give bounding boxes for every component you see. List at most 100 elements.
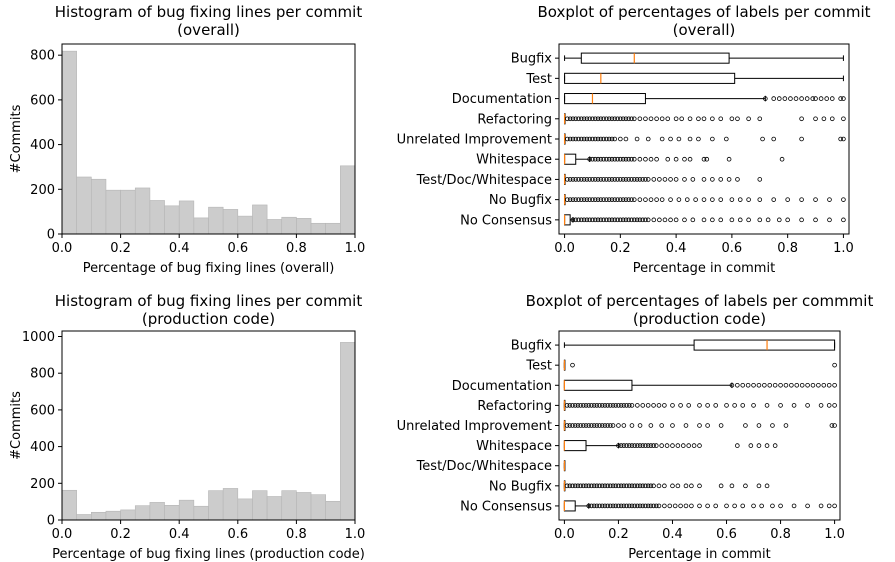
outlier-point xyxy=(601,197,606,202)
outlier-point xyxy=(604,156,609,162)
histogram-bar xyxy=(120,189,136,235)
outlier-point xyxy=(771,197,777,202)
outlier-point xyxy=(668,136,673,142)
outlier-point xyxy=(701,116,707,122)
outlier-point xyxy=(829,116,835,122)
outlier-point xyxy=(594,403,600,408)
outlier-point xyxy=(805,403,810,408)
outlier-point xyxy=(587,136,592,142)
category-label: Test/Doc/Whitespace xyxy=(416,459,552,474)
y-tick-label: 200 xyxy=(30,183,55,198)
outlier-point xyxy=(581,116,587,122)
outlier-point xyxy=(624,503,629,509)
outlier-point xyxy=(751,382,756,388)
outlier-point xyxy=(648,443,654,448)
outlier-point xyxy=(635,503,640,509)
outlier-point xyxy=(724,136,729,142)
category-label: Whitespace xyxy=(476,439,552,454)
outlier-point xyxy=(697,443,702,448)
outlier-point xyxy=(676,197,682,202)
outlier-point xyxy=(829,96,835,101)
histogram-bar xyxy=(164,505,180,521)
outlier-point xyxy=(594,483,600,489)
category-label: Refactoring xyxy=(477,112,552,127)
outlier-point xyxy=(690,177,696,182)
outlier-point xyxy=(587,197,592,202)
outlier-point xyxy=(841,116,846,122)
outlier-point xyxy=(729,382,735,388)
outlier-point xyxy=(651,503,656,509)
outlier-point xyxy=(618,403,624,408)
outlier-point xyxy=(718,197,724,202)
outlier-point xyxy=(668,217,673,223)
outlier-point xyxy=(680,443,686,448)
chart-title-line-2: (overall) xyxy=(177,21,240,39)
outlier-point xyxy=(818,403,824,408)
chart-title-line-1: Boxplot of percentages of labels per com… xyxy=(537,3,870,21)
histogram-bar xyxy=(222,488,239,521)
outlier-point xyxy=(737,197,743,202)
outlier-point xyxy=(599,483,605,489)
outlier-point xyxy=(832,423,837,428)
histogram-bar xyxy=(222,209,239,235)
outlier-point xyxy=(570,362,575,368)
histogram-bar xyxy=(310,494,326,521)
outlier-point xyxy=(668,177,673,182)
x-tick-label: 0.8 xyxy=(777,241,798,256)
category-label: Refactoring xyxy=(477,399,552,414)
outlier-point xyxy=(691,443,697,448)
outlier-point xyxy=(635,403,640,408)
iqr-box xyxy=(580,52,730,64)
outlier-point xyxy=(648,503,654,509)
outlier-point xyxy=(645,136,651,142)
outlier-point xyxy=(591,483,597,489)
outlier-point xyxy=(591,423,597,428)
outlier-point xyxy=(631,177,637,182)
x-tick-label: 0.4 xyxy=(662,527,683,542)
outlier-point xyxy=(590,136,595,142)
outlier-point xyxy=(659,116,665,122)
outlier-point xyxy=(724,503,729,509)
outlier-point xyxy=(573,217,579,223)
histogram-overall: Histogram of bug fixing lines per commit… xyxy=(9,3,365,276)
outlier-point xyxy=(567,483,573,489)
x-tick-label: 0.8 xyxy=(286,527,307,542)
outlier-point xyxy=(648,116,654,122)
outlier-point xyxy=(608,503,613,509)
outlier-point xyxy=(724,403,729,408)
outlier-point xyxy=(572,423,578,428)
outlier-point xyxy=(608,483,613,489)
outlier-point xyxy=(740,382,746,388)
iqr-box xyxy=(564,93,646,105)
outlier-point xyxy=(576,197,581,202)
outlier-point xyxy=(590,116,595,122)
outlier-point xyxy=(827,217,832,223)
x-tick-label: 0.6 xyxy=(722,241,743,256)
x-tick-label: 0.4 xyxy=(169,241,190,256)
outlier-point xyxy=(788,96,793,101)
outlier-point xyxy=(776,96,782,101)
outlier-point xyxy=(818,503,824,509)
outlier-point xyxy=(567,177,573,182)
x-tick-label: 0.2 xyxy=(608,527,629,542)
outlier-point xyxy=(605,483,610,489)
outlier-point xyxy=(810,382,816,388)
outlier-point xyxy=(678,503,683,509)
outlier-point xyxy=(575,423,581,428)
outlier-point xyxy=(651,443,656,448)
outlier-point xyxy=(609,177,615,182)
outlier-point xyxy=(594,503,600,509)
outlier-point xyxy=(826,503,832,509)
outlier-point xyxy=(651,177,657,182)
outlier-point xyxy=(570,423,575,428)
outlier-point xyxy=(624,443,629,448)
category-label: Documentation xyxy=(452,379,552,394)
outlier-point xyxy=(584,217,590,223)
outlier-point xyxy=(598,197,604,202)
outlier-point xyxy=(813,197,818,202)
y-tick-label: 600 xyxy=(30,403,55,418)
outlier-point xyxy=(838,136,843,142)
outlier-point xyxy=(606,197,612,202)
outlier-point xyxy=(601,217,606,223)
